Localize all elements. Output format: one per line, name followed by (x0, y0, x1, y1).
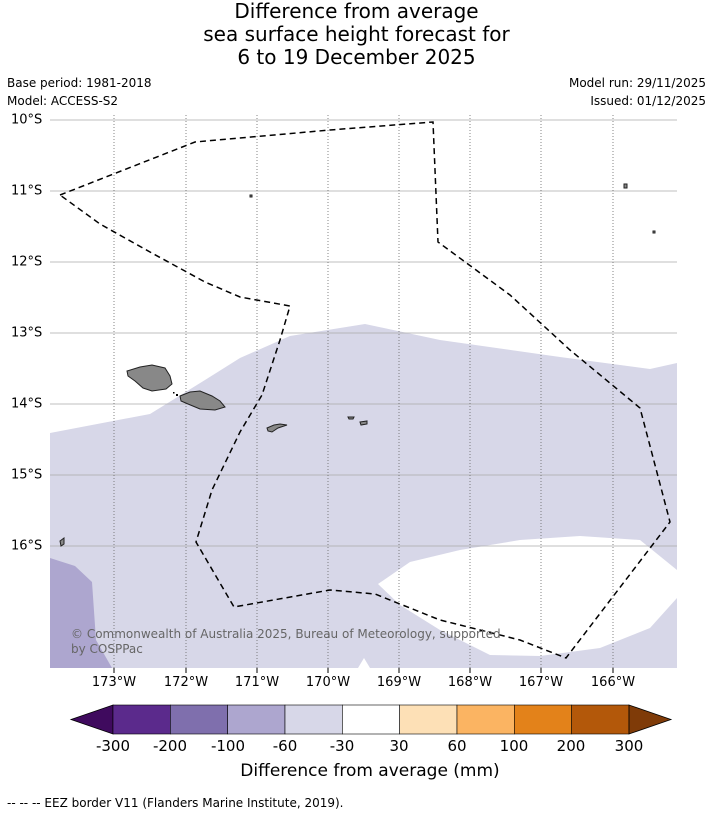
colorbar-tick-label: -30 (329, 737, 355, 755)
colorbar-tick-label: -300 (95, 737, 131, 755)
colorbar-segment (227, 704, 286, 735)
colorbar-segment (456, 704, 515, 735)
meta-right: Model run: 29/11/2025 Issued: 01/12/2025 (569, 74, 706, 110)
colorbar-arrow-low (69, 704, 114, 735)
lat-label-11s: 11°S (11, 183, 43, 199)
lon-ticks (113, 668, 614, 673)
tutuila-island (266, 423, 288, 433)
lat-label-10s: 10°S (11, 112, 43, 128)
lat-gridlines (50, 119, 677, 547)
meta-left: Base period: 1981-2018 Model: ACCESS-S2 (7, 74, 152, 110)
issued-date: Issued: 01/12/2025 (590, 94, 706, 108)
colorbar-tick-label: 100 (499, 737, 529, 755)
chart-title: Difference from average sea surface heig… (0, 0, 713, 69)
lon-label-171w: 171°W (234, 675, 280, 690)
lon-gridlines (113, 115, 614, 668)
lat-label-15s: 15°S (11, 467, 43, 483)
lon-label-167w: 167°W (518, 675, 564, 690)
wallis-islet (59, 537, 65, 547)
colorbar-title: Difference from average (mm) (240, 761, 500, 781)
ssh-neutral-region (378, 536, 677, 656)
eez-footnote: -- -- -- EEZ border V11 (Flanders Marine… (7, 796, 344, 810)
colorbar (69, 704, 673, 735)
colorbar-tick-label: -100 (210, 737, 246, 755)
title-line-2: sea surface height forecast for (203, 22, 510, 46)
colorbar-segment (284, 704, 343, 735)
upolu-island (179, 390, 226, 411)
tau-island (359, 420, 368, 426)
rose-atoll (652, 230, 656, 234)
title-line-1: Difference from average (234, 0, 479, 23)
colorbar-segment (514, 704, 572, 735)
lon-label-169w: 169°W (376, 675, 422, 690)
ofu-island (347, 416, 355, 420)
colorbar-arrow-high (628, 704, 673, 735)
title-line-3: 6 to 19 December 2025 (237, 45, 476, 69)
land-masses (59, 183, 656, 547)
colorbar-tick-label: 60 (447, 737, 467, 755)
colorbar-segment (399, 704, 458, 735)
ssh-neutral-notch (358, 658, 370, 668)
base-period: Base period: 1981-2018 (7, 76, 152, 90)
lat-label-14s: 14°S (11, 396, 43, 412)
tokelau-islet (623, 183, 628, 189)
colorbar-tick-label: -200 (152, 737, 188, 755)
savaii-island (126, 364, 173, 392)
colorbar-tick-label: 300 (614, 737, 644, 755)
colorbar-segment (112, 704, 171, 735)
ssh-band-medium (50, 558, 112, 668)
swains-island (249, 194, 253, 198)
lon-label-166w: 166°W (590, 675, 636, 690)
lon-label-168w: 168°W (447, 675, 493, 690)
colorbar-segment (342, 704, 400, 735)
lon-label-170w: 170°W (305, 675, 351, 690)
eez-border (58, 121, 671, 659)
reef-dots (173, 392, 178, 396)
colorbar-segment (170, 704, 228, 735)
lon-label-172w: 172°W (163, 675, 209, 690)
lon-label-173w: 173°W (91, 675, 137, 690)
colorbar-tick-label: 30 (389, 737, 409, 755)
colorbar-tick-label: -60 (272, 737, 298, 755)
model-name: Model: ACCESS-S2 (7, 94, 119, 108)
copyright-notice: © Commonwealth of Australia 2025, Bureau… (71, 627, 501, 656)
lat-label-12s: 12°S (11, 254, 43, 270)
colorbar-segment (571, 704, 630, 735)
lat-label-13s: 13°S (11, 325, 43, 341)
lat-label-16s: 16°S (11, 538, 43, 554)
colorbar-tick-label: 200 (556, 737, 586, 755)
model-run: Model run: 29/11/2025 (568, 76, 706, 90)
